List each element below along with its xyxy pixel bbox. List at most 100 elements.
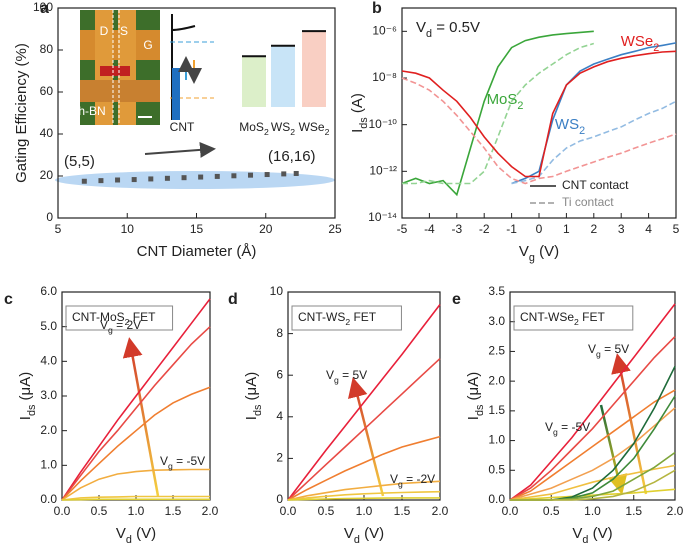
y-axis-label: Ids (μA): [465, 372, 486, 420]
x-tick-label: 0.5: [543, 504, 560, 518]
photo-label: G: [143, 38, 152, 52]
curve: [511, 42, 677, 185]
x-axis-label: Vg (V): [519, 243, 559, 264]
y-axis-label-part: I: [243, 416, 260, 420]
curve: [509, 336, 676, 501]
y-tick-label: 10: [270, 284, 284, 298]
y-axis-label-part: (μA): [465, 372, 482, 405]
annotation-part: = -5V: [173, 454, 205, 468]
curve-label-part: WSe: [621, 33, 654, 50]
curve-label-part: 2: [517, 100, 523, 112]
x-axis-label-part: (V): [360, 525, 384, 542]
x-tick-label: 1.5: [394, 504, 411, 518]
x-tick-label: 25: [328, 222, 342, 236]
curve-label-part: 2: [653, 42, 659, 54]
band-schematic: [170, 14, 214, 120]
panel-letter: e: [452, 291, 461, 308]
y-tick-label: 10⁻¹⁴: [368, 210, 397, 224]
curve-label-part: 2: [579, 125, 585, 137]
y-tick-label: 8: [276, 326, 283, 340]
curve: [402, 42, 595, 185]
x-tick-label: 5: [55, 222, 62, 236]
y-tick-label: 3.0: [488, 314, 505, 328]
annotation-part: = 0.5V: [432, 19, 480, 36]
x-tick-label: 15: [190, 222, 204, 236]
y-tick-label: 6.0: [40, 284, 57, 298]
y-tick-label: 2.0: [40, 423, 57, 437]
curve-label: WSe2: [621, 33, 660, 54]
y-tick-label: 4.0: [40, 354, 57, 368]
curve: [509, 389, 676, 501]
annotation-part: g: [108, 325, 113, 335]
data-point: [98, 178, 104, 184]
panel-title-part: CNT-WSe: [520, 310, 574, 324]
panel-title-part: FET: [129, 310, 156, 324]
panel-title-part: 2: [345, 317, 350, 327]
y-tick-label: 0.5: [488, 462, 505, 476]
panel-letter: d: [228, 291, 238, 308]
panel-title: CNT-WSe2 FET: [520, 310, 605, 327]
curve: [287, 497, 440, 501]
annotation-part: V: [100, 318, 108, 332]
inset-category-part: WSe: [299, 120, 325, 134]
y-axis-label: Ids (A): [349, 93, 370, 133]
curve: [509, 303, 676, 501]
annotation-part: V: [326, 368, 334, 382]
x-tick-label: -5: [397, 222, 408, 236]
annotation: Vg = -5V: [545, 420, 590, 437]
x-axis-label-part: d: [354, 534, 360, 546]
x-axis-label: CNT Diameter (Å): [137, 243, 257, 260]
curve-label: MoS2: [487, 91, 524, 112]
data-point: [264, 172, 270, 178]
x-tick-label: -4: [424, 222, 435, 236]
y-tick-label: 60: [40, 84, 54, 98]
x-tick-label: 0.0: [502, 504, 519, 518]
x-tick-label: 2.0: [202, 504, 219, 518]
x-tick-label: 1.0: [128, 504, 145, 518]
highlight-ellipse: [55, 171, 335, 189]
y-tick-label: 1.0: [40, 458, 57, 472]
x-axis-label-part: (V): [535, 243, 559, 260]
curve-label: WS2: [555, 116, 585, 137]
gate-arrow: [122, 337, 160, 497]
x-tick-label: 10: [121, 222, 135, 236]
x-tick-label: 0.0: [280, 504, 297, 518]
data-point: [131, 177, 137, 183]
annotation: Vg = 5V: [326, 368, 367, 385]
x-tick-label: 1: [563, 222, 570, 236]
x-axis-label: Vd (V): [572, 525, 612, 546]
annotation: (5,5): [64, 153, 95, 170]
curve: [287, 435, 441, 501]
data-point: [293, 170, 299, 176]
y-tick-label: 6: [276, 367, 283, 381]
y-tick-label: 0: [46, 210, 53, 224]
panel-title-part: FET: [350, 310, 377, 324]
data-point: [248, 172, 254, 178]
x-tick-label: 1.5: [625, 504, 642, 518]
annotation: Vd = 0.5V: [416, 19, 480, 40]
data-point: [281, 171, 287, 177]
panel-title-part: 2: [574, 317, 579, 327]
annotation-part: d: [426, 28, 432, 40]
inset-category-part: WS: [271, 120, 290, 134]
title-box: [513, 305, 634, 331]
annotation-part: = -2V: [403, 472, 435, 486]
y-tick-label: 1.5: [488, 403, 505, 417]
annotation-part: = -5V: [558, 420, 590, 434]
annotation: Vg = -2V: [390, 472, 435, 489]
annotation-part: V: [416, 19, 426, 36]
x-tick-label: -3: [451, 222, 462, 236]
y-tick-label: 5.0: [40, 319, 57, 333]
photo-label: S: [120, 24, 128, 38]
x-tick-label: 2.0: [667, 504, 684, 518]
curve: [510, 469, 676, 501]
y-axis-label-part: ds: [474, 404, 486, 416]
inset-bar: [302, 31, 326, 108]
y-axis-label-part: I: [349, 129, 366, 133]
x-tick-label: -1: [506, 222, 517, 236]
title-box: [65, 305, 174, 331]
x-axis-label: Vd (V): [116, 525, 156, 546]
x-tick-label: 3: [618, 222, 625, 236]
y-axis-label: Gating Efficiency (%): [13, 43, 30, 183]
